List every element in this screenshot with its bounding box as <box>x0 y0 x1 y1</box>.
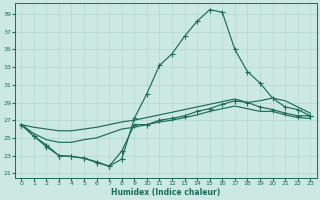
X-axis label: Humidex (Indice chaleur): Humidex (Indice chaleur) <box>111 188 220 197</box>
